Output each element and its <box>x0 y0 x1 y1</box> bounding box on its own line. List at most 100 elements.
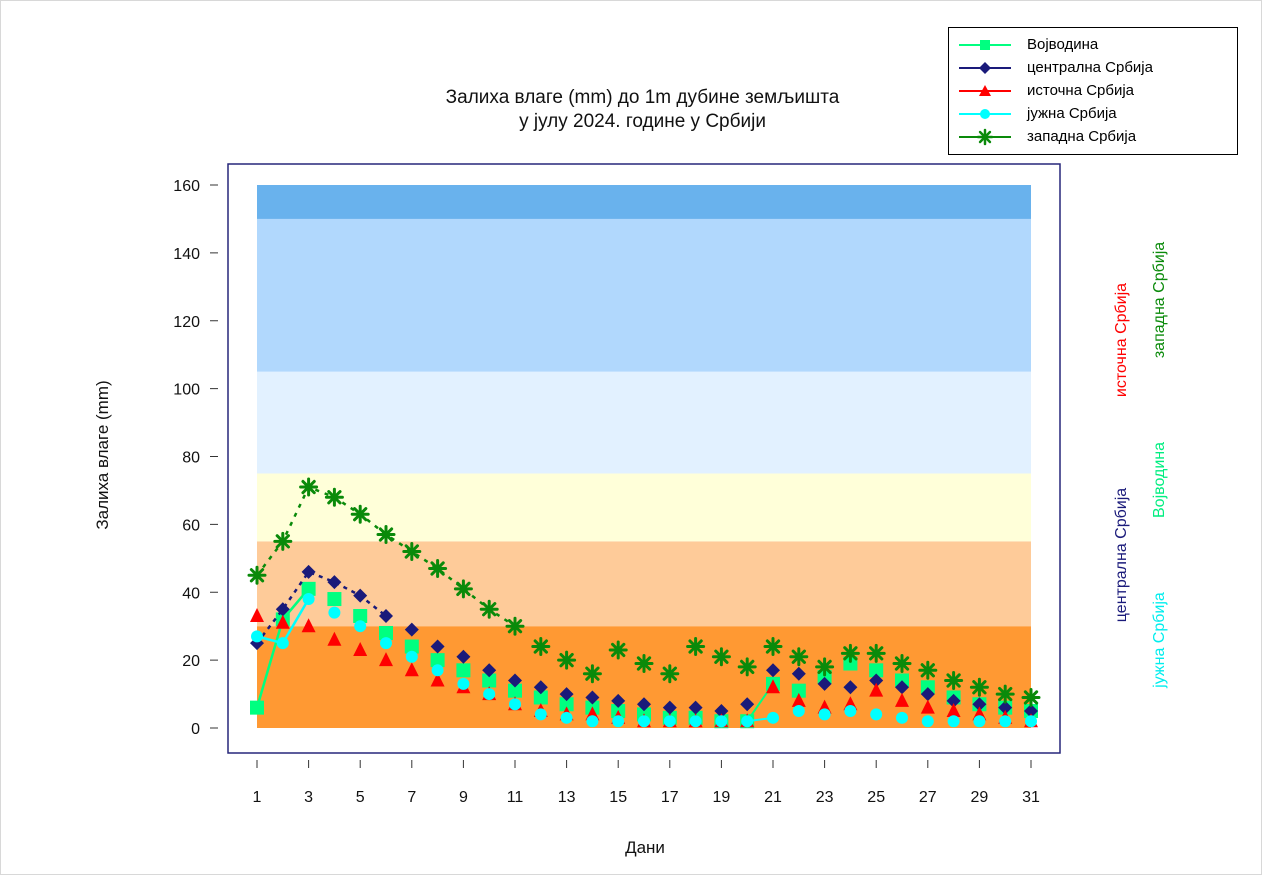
legend-symbol-triangle <box>959 85 1011 96</box>
data-point <box>559 697 574 712</box>
moisture-bands <box>257 185 1031 728</box>
x-tick-label: 7 <box>407 789 416 806</box>
data-point <box>766 679 780 694</box>
data-point <box>251 630 263 643</box>
data-point <box>582 664 602 684</box>
data-point <box>817 676 832 691</box>
x-tick-label: 27 <box>919 789 937 806</box>
data-point <box>715 715 728 728</box>
data-point <box>1021 687 1041 707</box>
x-tick-label: 9 <box>459 789 468 806</box>
y-tick-label: 100 <box>173 382 200 399</box>
x-tick-label: 19 <box>713 789 731 806</box>
data-point <box>479 599 499 619</box>
x-tick-label: 5 <box>356 789 365 806</box>
data-point <box>944 670 964 690</box>
data-point <box>637 697 651 712</box>
data-point <box>921 715 934 728</box>
data-point <box>688 700 703 715</box>
data-point <box>946 693 961 708</box>
side-label-west: западна Србија <box>1151 241 1168 359</box>
data-point <box>430 653 445 668</box>
legend-symbol-circle <box>959 109 1011 119</box>
data-point <box>689 715 702 728</box>
data-point <box>275 614 290 629</box>
side-label-south: јужна Србија <box>1151 592 1168 688</box>
data-point <box>379 625 393 640</box>
data-point <box>275 602 290 617</box>
data-point <box>969 677 989 697</box>
legend-marker <box>979 62 991 74</box>
data-point <box>634 654 654 674</box>
data-point <box>457 677 470 690</box>
y-tick-label: 80 <box>182 450 200 467</box>
y-axis: 0 20 40 60 80 100 120 140 160 <box>173 178 218 738</box>
data-point <box>531 637 551 657</box>
data-point <box>741 715 754 728</box>
data-point <box>505 616 525 636</box>
x-tick-label: 23 <box>816 789 834 806</box>
data-point <box>766 663 780 678</box>
legend-label: јужна Србија <box>1027 105 1117 122</box>
data-point <box>557 650 577 670</box>
data-point <box>791 692 806 707</box>
data-point <box>559 687 574 702</box>
chart-title-line-1: Залиха влаге (mm) до 1m дубине земљишта <box>445 87 840 108</box>
data-point <box>946 703 961 718</box>
data-point <box>324 487 344 507</box>
data-point <box>405 650 418 663</box>
data-point <box>482 673 497 688</box>
data-point <box>947 715 960 728</box>
chart-title: Залиха влаге (mm) до 1m дубине земљишта … <box>290 86 995 134</box>
y-tick-label: 120 <box>173 314 200 331</box>
legend: Војводина централна Србија источна Србиј… <box>948 27 1238 155</box>
data-point <box>660 664 680 684</box>
y-axis-label: Залиха влаге (mm) <box>93 380 112 530</box>
y-tick-label: 0 <box>191 721 200 738</box>
y-tick-label: 160 <box>173 178 200 195</box>
x-tick-label: 29 <box>971 789 989 806</box>
x-tick-label: 25 <box>867 789 885 806</box>
x-tick-label: 1 <box>253 789 262 806</box>
data-point <box>453 579 473 599</box>
series-group <box>247 477 1041 729</box>
data-point <box>302 593 315 606</box>
data-point <box>404 639 419 654</box>
data-point <box>327 575 342 590</box>
data-point <box>686 637 706 657</box>
data-point <box>737 657 757 677</box>
data-point <box>276 637 289 650</box>
x-tick-label: 3 <box>304 789 313 806</box>
data-point <box>376 525 396 545</box>
data-point <box>740 697 755 712</box>
data-point <box>456 649 471 664</box>
data-point <box>973 715 986 728</box>
data-point <box>844 705 857 718</box>
data-point <box>534 708 547 721</box>
data-point <box>663 715 676 728</box>
x-axis-label: Дани <box>625 838 665 857</box>
data-point <box>792 705 805 718</box>
data-point <box>920 687 935 702</box>
data-point <box>840 643 860 663</box>
legend-label: централна Србија <box>1027 59 1153 76</box>
data-point <box>250 700 264 715</box>
x-tick-label: 11 <box>507 789 524 806</box>
side-label-vojvodina: Војводина <box>1151 442 1168 518</box>
legend-item: западна Србија <box>949 126 1239 148</box>
legend-marker <box>980 109 990 119</box>
legend-label: западна Србија <box>1027 128 1137 145</box>
data-point <box>404 662 419 677</box>
legend-marker <box>980 40 990 50</box>
plot-border <box>227 163 1061 754</box>
y-tick-label: 20 <box>182 653 200 670</box>
data-point <box>638 715 650 728</box>
series-1 <box>250 564 1038 719</box>
band-3 <box>257 371 1031 474</box>
data-point <box>586 715 599 728</box>
legend-item: Војводина <box>949 34 1239 56</box>
data-point <box>560 711 573 724</box>
data-point <box>767 711 779 724</box>
data-point <box>920 699 935 714</box>
legend-symbol-asterisk <box>959 128 1011 146</box>
